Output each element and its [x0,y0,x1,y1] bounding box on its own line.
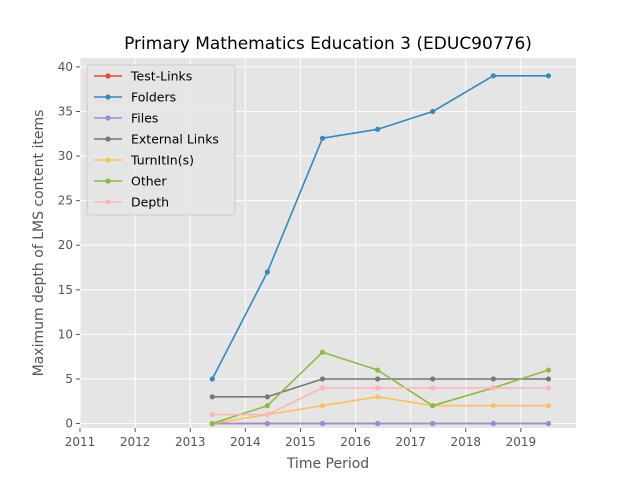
data-point [430,376,436,382]
y-tick-label: 20 [58,238,73,252]
data-point [545,376,552,382]
y-tick-label: 40 [58,60,73,74]
legend-label: Depth [131,195,169,210]
legend-marker [105,73,111,79]
series-layer [209,73,552,427]
legend-label: Folders [131,90,176,105]
data-point [319,376,326,382]
data-point [375,394,381,400]
data-point [375,376,381,382]
data-point [490,420,496,427]
data-point [490,385,496,391]
legend-item: External Links [94,132,219,147]
data-point [490,73,496,79]
x-tick-label: 2011 [65,435,96,449]
legend-marker [105,199,111,205]
data-point [209,394,215,400]
x-tick-label: 2018 [451,435,482,449]
y-axis-ticks: 0 5 10 15 20 25 30 35 40 [58,60,80,431]
legend-item: Other [94,174,167,189]
data-point [430,420,436,427]
legend-item: Test-Links [94,69,192,84]
legend-box [86,64,236,216]
data-point [430,108,436,115]
data-point [264,403,270,409]
data-point [209,420,215,427]
legend-marker [105,178,111,184]
x-tick-label: 2012 [120,435,151,449]
y-tick-label: 25 [58,194,73,208]
x-tick-label: 2016 [340,435,371,449]
legend-label: Files [131,111,158,126]
x-axis-label: Time Period [286,456,369,472]
data-point [375,126,381,132]
y-tick-label: 15 [58,283,73,297]
legend-label: Test-Links [130,69,192,84]
legend-marker [105,136,111,142]
data-point [545,73,552,79]
data-point [375,420,381,427]
series-external-links [209,376,552,400]
data-point [545,420,552,427]
chart-title: Primary Mathematics Education 3 (EDUC907… [124,34,532,54]
legend-label: Other [131,174,167,189]
data-point [264,269,270,275]
y-axis-label: Maximum depth of LMS content items [31,110,47,377]
data-point [545,403,552,409]
data-point [264,394,270,400]
x-tick-label: 2017 [395,435,426,449]
legend: Test-Links Folders Files External Links Turn… [86,64,236,216]
data-point [319,420,326,427]
legend-item: Files [94,111,158,126]
data-point [319,349,326,355]
data-point [264,412,270,418]
y-tick-label: 10 [58,327,73,341]
x-tick-label: 2013 [175,435,206,449]
data-point [209,376,215,382]
legend-item: Folders [94,90,176,105]
x-tick-label: 2015 [285,435,316,449]
legend-item: Depth [94,195,169,210]
data-point [264,420,270,427]
x-tick-label: 2019 [506,435,537,449]
series-depth [209,385,552,418]
x-axis-ticks: 2011 2012 2013 2014 2015 2016 2017 2018 2019 [65,428,536,449]
data-point [545,385,552,391]
y-tick-label: 0 [65,417,73,431]
legend-marker [105,94,111,100]
data-point [430,403,436,409]
x-tick-label: 2014 [230,435,261,449]
legend-item: TurnItIn(s) [94,153,194,168]
data-point [319,403,326,409]
legend-label: TurnItIn(s) [130,153,194,168]
y-tick-label: 35 [58,104,73,118]
data-point [319,135,326,141]
legend-marker [105,157,111,163]
y-tick-label: 30 [58,149,73,163]
legend-label: External Links [131,132,219,147]
data-point [490,376,496,382]
data-point [209,412,215,418]
y-tick-label: 5 [65,372,73,386]
data-point [545,367,552,373]
data-point [490,403,496,409]
legend-marker [105,115,111,121]
data-point [319,385,326,391]
data-point [375,385,381,391]
series-folders [209,73,552,382]
data-point [375,367,381,373]
data-point [430,385,436,391]
